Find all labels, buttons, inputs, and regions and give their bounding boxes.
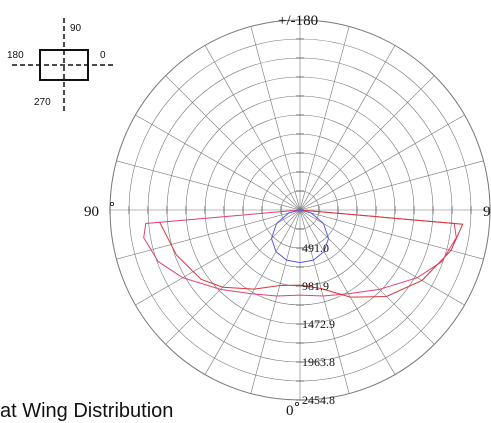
series-line-2	[159, 209, 464, 298]
orientation-key: 90 180 0 270	[7, 18, 113, 113]
radial-tick-label: 491.0	[302, 241, 329, 255]
radial-tick-label: 1472.9	[302, 317, 335, 331]
series-line-3	[270, 209, 330, 264]
angle-label-left: 90	[84, 204, 99, 220]
degree-mark	[110, 201, 115, 206]
series-layer	[143, 209, 464, 298]
key-label-bottom: 270	[34, 97, 51, 108]
angle-label-top: +/-180	[278, 13, 318, 29]
degree-mark	[294, 401, 299, 406]
key-label-left: 180	[7, 50, 24, 61]
key-label-right: 0	[100, 50, 106, 61]
angle-label-bottom: 0	[286, 403, 294, 419]
chart-caption: at Wing Distribution	[0, 400, 174, 422]
radial-tick-label: 1963.8	[302, 355, 335, 369]
radial-tick-label: 981.9	[302, 279, 329, 293]
radial-tick-label: 2454.8	[302, 393, 335, 407]
angle-label-right: 90	[483, 204, 491, 220]
series-line-1	[143, 209, 457, 297]
radial-tick-labels: 491.0 981.9 1472.9 1963.8 2454.8	[302, 241, 335, 407]
key-label-top: 90	[70, 23, 82, 34]
